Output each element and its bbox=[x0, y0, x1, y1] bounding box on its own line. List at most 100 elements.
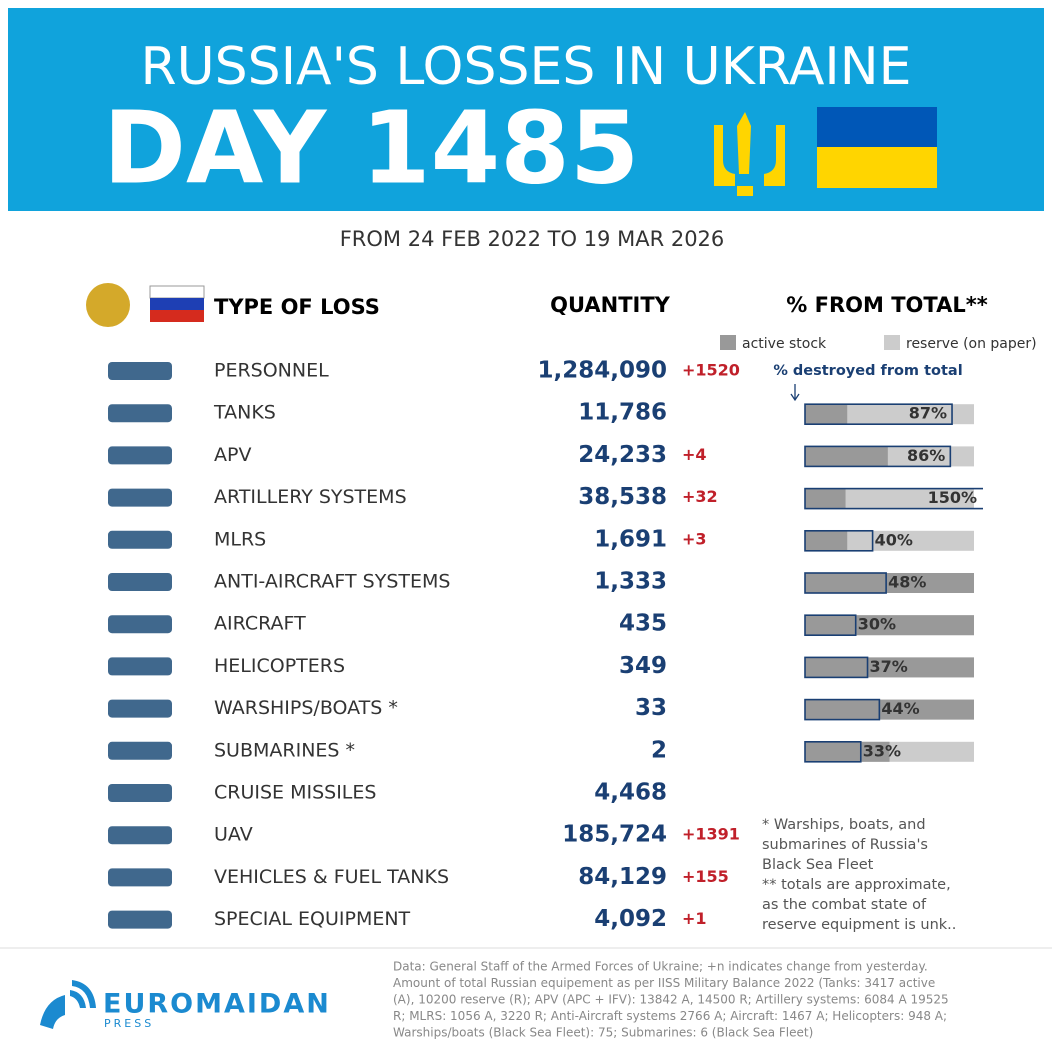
row-quantity: 435 bbox=[619, 611, 667, 637]
legend-reserve: reserve (on paper) bbox=[906, 336, 1037, 352]
bar-destroyed bbox=[804, 656, 869, 679]
row-name: CRUISE MISSILES bbox=[214, 782, 376, 804]
bar-clip bbox=[804, 529, 874, 552]
trident bbox=[714, 112, 785, 196]
source: Warships/boats (Black Sea Fleet): 75; Su… bbox=[393, 1026, 813, 1040]
row-name: HELICOPTERS bbox=[214, 655, 345, 677]
col-quantity: QUANTITY bbox=[550, 293, 671, 317]
bar-destroyed bbox=[804, 572, 887, 594]
bar-clip bbox=[804, 445, 952, 468]
row-name: SUBMARINES * bbox=[214, 739, 355, 761]
bar-destroyed bbox=[804, 740, 862, 763]
bar-clip bbox=[804, 614, 857, 637]
ru-flag bbox=[149, 285, 205, 299]
bar-label: 86% bbox=[907, 446, 945, 465]
legend-swatch bbox=[884, 335, 900, 350]
row-quantity: 84,129 bbox=[578, 864, 667, 890]
row-icon bbox=[108, 657, 172, 676]
row-icon bbox=[108, 741, 172, 760]
row-quantity: 185,724 bbox=[562, 822, 667, 848]
bar-reserve bbox=[805, 488, 974, 509]
row-name: ANTI-AIRCRAFT SYSTEMS bbox=[214, 571, 450, 593]
bar-active bbox=[805, 573, 974, 593]
bar-clip bbox=[804, 572, 887, 594]
row-icon bbox=[108, 615, 172, 634]
row-icon bbox=[108, 868, 172, 887]
bar-label: 44% bbox=[881, 699, 919, 718]
row-icon bbox=[108, 530, 172, 549]
row-quantity: 4,468 bbox=[594, 780, 667, 806]
bar-active bbox=[805, 615, 974, 636]
row-change: +1391 bbox=[682, 825, 740, 844]
legend-active: active stock bbox=[742, 336, 827, 352]
bar-label: 48% bbox=[888, 573, 926, 592]
emblem bbox=[86, 283, 130, 327]
row-change: +155 bbox=[682, 867, 729, 886]
bar-clip bbox=[804, 698, 881, 721]
row-icon bbox=[108, 404, 172, 423]
row-name: MLRS bbox=[214, 528, 266, 550]
logo-name: EUROMAIDAN bbox=[103, 989, 331, 1020]
note: submarines of Russia's bbox=[762, 837, 928, 853]
bar-active bbox=[805, 741, 890, 762]
col-type: TYPE OF LOSS bbox=[214, 295, 380, 319]
bar-label: 87% bbox=[909, 404, 947, 423]
row-change: +1520 bbox=[682, 361, 740, 380]
subtitle: FROM 24 FEB 2022 TO 19 MAR 2026 bbox=[340, 227, 725, 251]
flag-blue bbox=[817, 107, 937, 147]
bar-clip bbox=[804, 740, 862, 763]
row-icon bbox=[108, 826, 172, 845]
bar-destroyed bbox=[804, 403, 953, 426]
bar-destroyed bbox=[804, 614, 857, 637]
ru-flag bbox=[150, 310, 204, 322]
row-name: WARSHIPS/BOATS * bbox=[214, 697, 398, 719]
row-quantity: 1,333 bbox=[594, 569, 667, 595]
row-name: TANKS bbox=[213, 402, 276, 424]
bar-active bbox=[805, 657, 974, 678]
row-name: APV bbox=[214, 444, 251, 466]
row-quantity: 24,233 bbox=[578, 442, 667, 468]
legend-swatch bbox=[720, 335, 736, 350]
note: Black Sea Fleet bbox=[762, 857, 874, 873]
ru-flag bbox=[150, 298, 204, 310]
day: DAY 1485 bbox=[103, 89, 639, 206]
row-icon bbox=[108, 784, 172, 802]
note: reserve equipment is unk.. bbox=[762, 917, 956, 933]
row-icon bbox=[108, 362, 172, 380]
title: RUSSIA'S LOSSES IN UKRAINE bbox=[140, 37, 911, 97]
bar-clip bbox=[804, 487, 983, 510]
row-name: ARTILLERY SYSTEMS bbox=[214, 486, 407, 508]
bar-destroyed bbox=[804, 698, 881, 721]
bar-active bbox=[805, 404, 848, 425]
row-change: +1 bbox=[682, 909, 707, 928]
legend-destroyed: % destroyed from total bbox=[773, 363, 962, 379]
note: ** totals are approximate, bbox=[762, 877, 951, 893]
flag-yellow bbox=[817, 147, 937, 188]
row-quantity: 2 bbox=[651, 737, 667, 763]
bar-destroyed bbox=[804, 445, 952, 468]
source: (A), 10200 reserve (R); APV (APC + IFV):… bbox=[393, 993, 949, 1007]
row-quantity: 4,092 bbox=[594, 906, 667, 932]
row-name: SPECIAL EQUIPMENT bbox=[214, 908, 411, 930]
row-quantity: 1,691 bbox=[594, 526, 667, 552]
row-icon bbox=[108, 699, 172, 718]
source: Amount of total Russian equipement as pe… bbox=[393, 976, 935, 990]
source: R; MLRS: 1056 A, 3220 R; Anti-Aircraft s… bbox=[393, 1009, 947, 1023]
col-percent: % FROM TOTAL** bbox=[786, 293, 987, 317]
bar-destroyed bbox=[804, 529, 874, 552]
row-change: +3 bbox=[682, 529, 707, 548]
row-quantity: 38,538 bbox=[578, 484, 667, 510]
row-quantity: 1,284,090 bbox=[538, 358, 668, 384]
row-name: AIRCRAFT bbox=[214, 613, 306, 635]
row-name: PERSONNEL bbox=[214, 360, 329, 382]
bar-destroyed bbox=[804, 487, 983, 510]
row-quantity: 349 bbox=[619, 653, 667, 679]
note: as the combat state of bbox=[762, 897, 927, 913]
bar-label: 30% bbox=[858, 615, 896, 634]
bar-label: 37% bbox=[870, 657, 908, 676]
bar-label: 33% bbox=[863, 741, 901, 760]
row-icon bbox=[108, 446, 172, 465]
row-icon bbox=[108, 573, 172, 591]
row-change: +32 bbox=[682, 487, 718, 506]
